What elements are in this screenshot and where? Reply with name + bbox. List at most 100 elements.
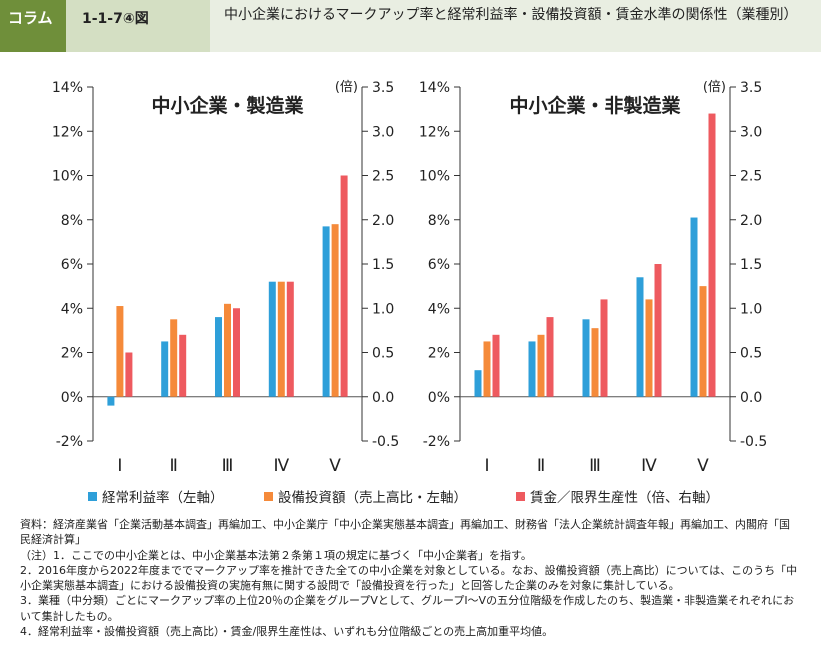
- category-label: Ⅱ: [537, 456, 545, 476]
- bar: [708, 113, 716, 397]
- right-tick-label: 3.0: [740, 124, 762, 140]
- bar: [645, 299, 653, 397]
- bar: [474, 370, 482, 397]
- left-tick-label: 8%: [428, 213, 450, 229]
- category-label: Ⅴ: [697, 456, 709, 476]
- left-tick-label: 0%: [428, 390, 450, 406]
- note-1: （注）1．ここでの中小企業とは、中小企業基本法第２条第１項の規定に基づく「中小企…: [20, 548, 532, 562]
- legend-item-wage-ratio: 賃金／限界生産性（倍、右軸）: [516, 486, 719, 506]
- category-label: Ⅳ: [641, 456, 657, 476]
- bar: [224, 303, 231, 397]
- right-axis-unit-label: (倍): [703, 80, 726, 95]
- right-axis-unit-label: (倍): [335, 80, 358, 95]
- right-tick-label: 1.5: [372, 257, 394, 273]
- bar: [268, 281, 276, 397]
- figure-title: 中小企業におけるマークアップ率と経常利益率・設備投資額・賃金水準の関係性（業種別…: [210, 0, 821, 52]
- left-tick-label: -2%: [56, 434, 83, 450]
- charts-area: -2% 0% 2% 4% 6% 8% 10% 12% 14% -0.5 0.0 0.5 1.0 1.5 2.…: [52, 80, 767, 476]
- legend-item-capex: 設備投資額（売上高比・左軸）: [264, 486, 467, 506]
- bar: [600, 299, 608, 397]
- bar: [699, 286, 707, 397]
- bar: [636, 277, 644, 397]
- bar: [179, 334, 187, 397]
- chart-title: 中小企業・非製造業: [509, 94, 681, 117]
- right-tick-label: 1.0: [372, 301, 394, 317]
- category-label: Ⅴ: [329, 456, 341, 476]
- left-tick-label: 0%: [61, 390, 83, 406]
- right-tick-label: 2.5: [372, 169, 394, 185]
- left-tick-label: 14%: [52, 80, 83, 96]
- bar: [161, 341, 169, 397]
- bar: [107, 396, 115, 406]
- note-4: 4．経常利益率・設備投資額（売上高比）・賃金/限界生産性は、いずれも分位階級ごと…: [20, 625, 554, 639]
- category-label: Ⅲ: [589, 456, 601, 476]
- bar: [654, 264, 662, 397]
- right-tick-label: -0.5: [740, 434, 767, 450]
- bar: [546, 317, 554, 397]
- bar: [170, 319, 178, 397]
- left-tick-label: 10%: [52, 169, 83, 185]
- left-tick-label: 6%: [61, 257, 83, 273]
- bar: [331, 224, 339, 397]
- legend-label: 賃金／限界生産性（倍、右軸）: [530, 490, 719, 506]
- legend-label: 経常利益率（左軸）: [102, 490, 224, 506]
- right-tick-label: 3.5: [740, 80, 762, 96]
- category-label: Ⅰ: [117, 456, 122, 476]
- category-label: Ⅲ: [222, 456, 234, 476]
- legend-item-ordinary-profit: 経常利益率（左軸）: [88, 486, 224, 506]
- bar: [233, 308, 240, 397]
- bar: [537, 334, 545, 397]
- left-tick-label: 4%: [61, 301, 83, 317]
- legend: 経常利益率（左軸） 設備投資額（売上高比・左軸） 賃金／限界生産性（倍、右軸）: [88, 486, 788, 508]
- category-label: Ⅰ: [484, 456, 489, 476]
- bar: [483, 341, 491, 397]
- left-tick-label: 12%: [419, 124, 450, 140]
- left-tick-label: 2%: [428, 346, 450, 362]
- bar: [116, 306, 124, 397]
- notes: 資料：経済産業省「企業活動基本調査」再編加工、中小企業庁「中小企業実態基本調査」…: [20, 517, 800, 639]
- legend-swatch-red: [516, 492, 525, 501]
- right-tick-label: 2.5: [740, 169, 762, 185]
- bar: [322, 226, 330, 397]
- right-tick-label: -0.5: [372, 434, 399, 450]
- right-tick-label: 0.0: [740, 390, 762, 406]
- legend-label: 設備投資額（売上高比・左軸）: [278, 490, 467, 506]
- bar: [286, 281, 294, 397]
- note-3: 3．業種（中分類）ごとにマークアップ率の上位20％の企業をグループⅤとして、グル…: [20, 594, 795, 623]
- note-source: 資料：経済産業省「企業活動基本調査」再編加工、中小企業庁「中小企業実態基本調査」…: [20, 518, 790, 547]
- figure-header: コラム 1-1-7④図 中小企業におけるマークアップ率と経常利益率・設備投資額・…: [0, 0, 821, 52]
- column-tag: コラム: [0, 0, 66, 52]
- left-tick-label: 2%: [61, 346, 83, 362]
- left-tick-label: 14%: [419, 80, 450, 96]
- note-2: 2．2016年度から2022年度まででマークアップ率を推計できた全ての中小企業を…: [20, 563, 798, 593]
- right-tick-label: 2.0: [372, 213, 394, 229]
- right-tick-label: 3.0: [372, 124, 394, 140]
- right-tick-label: 0.0: [372, 390, 394, 406]
- legend-swatch-orange: [264, 492, 273, 501]
- bar: [582, 319, 590, 397]
- figure-number: 1-1-7④図: [66, 0, 210, 52]
- category-label: Ⅳ: [273, 456, 289, 476]
- bar: [340, 175, 348, 397]
- left-tick-label: 12%: [52, 124, 83, 140]
- bar: [215, 317, 222, 397]
- legend-swatch-blue: [88, 492, 97, 501]
- right-tick-label: 0.5: [372, 346, 394, 362]
- bar: [125, 352, 133, 397]
- bar: [277, 281, 285, 397]
- chart-title: 中小企業・製造業: [151, 94, 304, 117]
- right-tick-label: 3.5: [372, 80, 394, 96]
- left-tick-label: 4%: [428, 301, 450, 317]
- right-tick-label: 0.5: [740, 346, 762, 362]
- left-tick-label: 6%: [428, 257, 450, 273]
- bar: [591, 328, 599, 397]
- left-tick-label: -2%: [423, 434, 450, 450]
- right-tick-label: 2.0: [740, 213, 762, 229]
- category-label: Ⅱ: [170, 456, 178, 476]
- bar: [528, 341, 536, 397]
- right-tick-label: 1.0: [740, 301, 762, 317]
- right-tick-label: 1.5: [740, 257, 762, 273]
- bar: [492, 334, 500, 397]
- left-tick-label: 10%: [419, 169, 450, 185]
- bar: [690, 217, 698, 397]
